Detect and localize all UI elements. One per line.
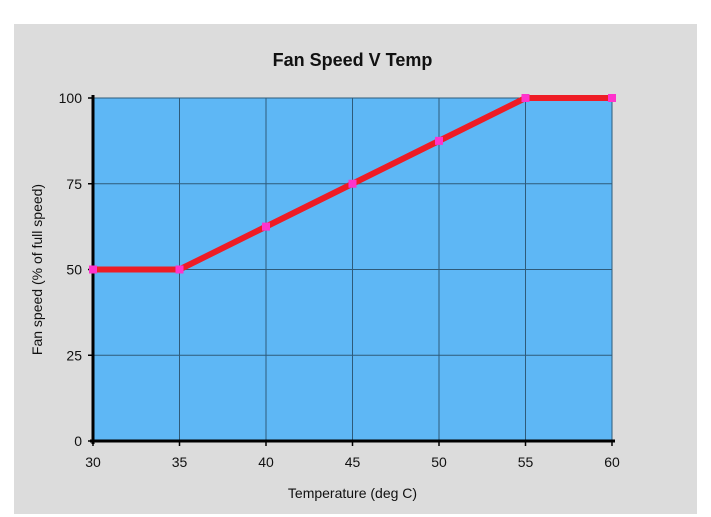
- y-axis-label: Fan speed (% of full speed): [29, 184, 45, 355]
- data-point-marker: [89, 265, 97, 274]
- series-layer: [89, 94, 616, 274]
- data-point-marker: [608, 94, 616, 102]
- x-tick-label: 60: [604, 454, 620, 470]
- line-chart: Fan Speed V Temp 30 35 40 45 50 55 60 0 25 50 75 10…: [29, 50, 620, 501]
- y-tick-label: 50: [66, 262, 82, 278]
- y-tick-label: 25: [66, 347, 82, 363]
- data-point-marker: [262, 222, 270, 231]
- y-tick-label: 100: [59, 90, 83, 106]
- x-axis-label: Temperature (deg C): [288, 485, 417, 501]
- data-point-marker: [348, 179, 357, 188]
- x-tick-label: 35: [172, 454, 188, 470]
- x-tick-label: 50: [431, 454, 447, 470]
- chart-panel: Fan Speed V Temp 30 35 40 45 50 55 60 0 25 50 75 10…: [14, 24, 697, 514]
- y-tick-label: 75: [66, 176, 82, 192]
- data-point-marker: [175, 265, 184, 274]
- x-tick-label: 40: [258, 454, 274, 470]
- data-point-marker: [435, 136, 443, 145]
- x-tick-label: 45: [345, 454, 361, 470]
- y-tick-label: 0: [74, 433, 82, 449]
- tick-labels: 30 35 40 45 50 55 60 0 25 50 75 100: [59, 90, 620, 470]
- x-tick-label: 30: [85, 454, 101, 470]
- chart-title: Fan Speed V Temp: [273, 50, 433, 70]
- x-tick-label: 55: [518, 454, 534, 470]
- data-point-marker: [521, 94, 530, 102]
